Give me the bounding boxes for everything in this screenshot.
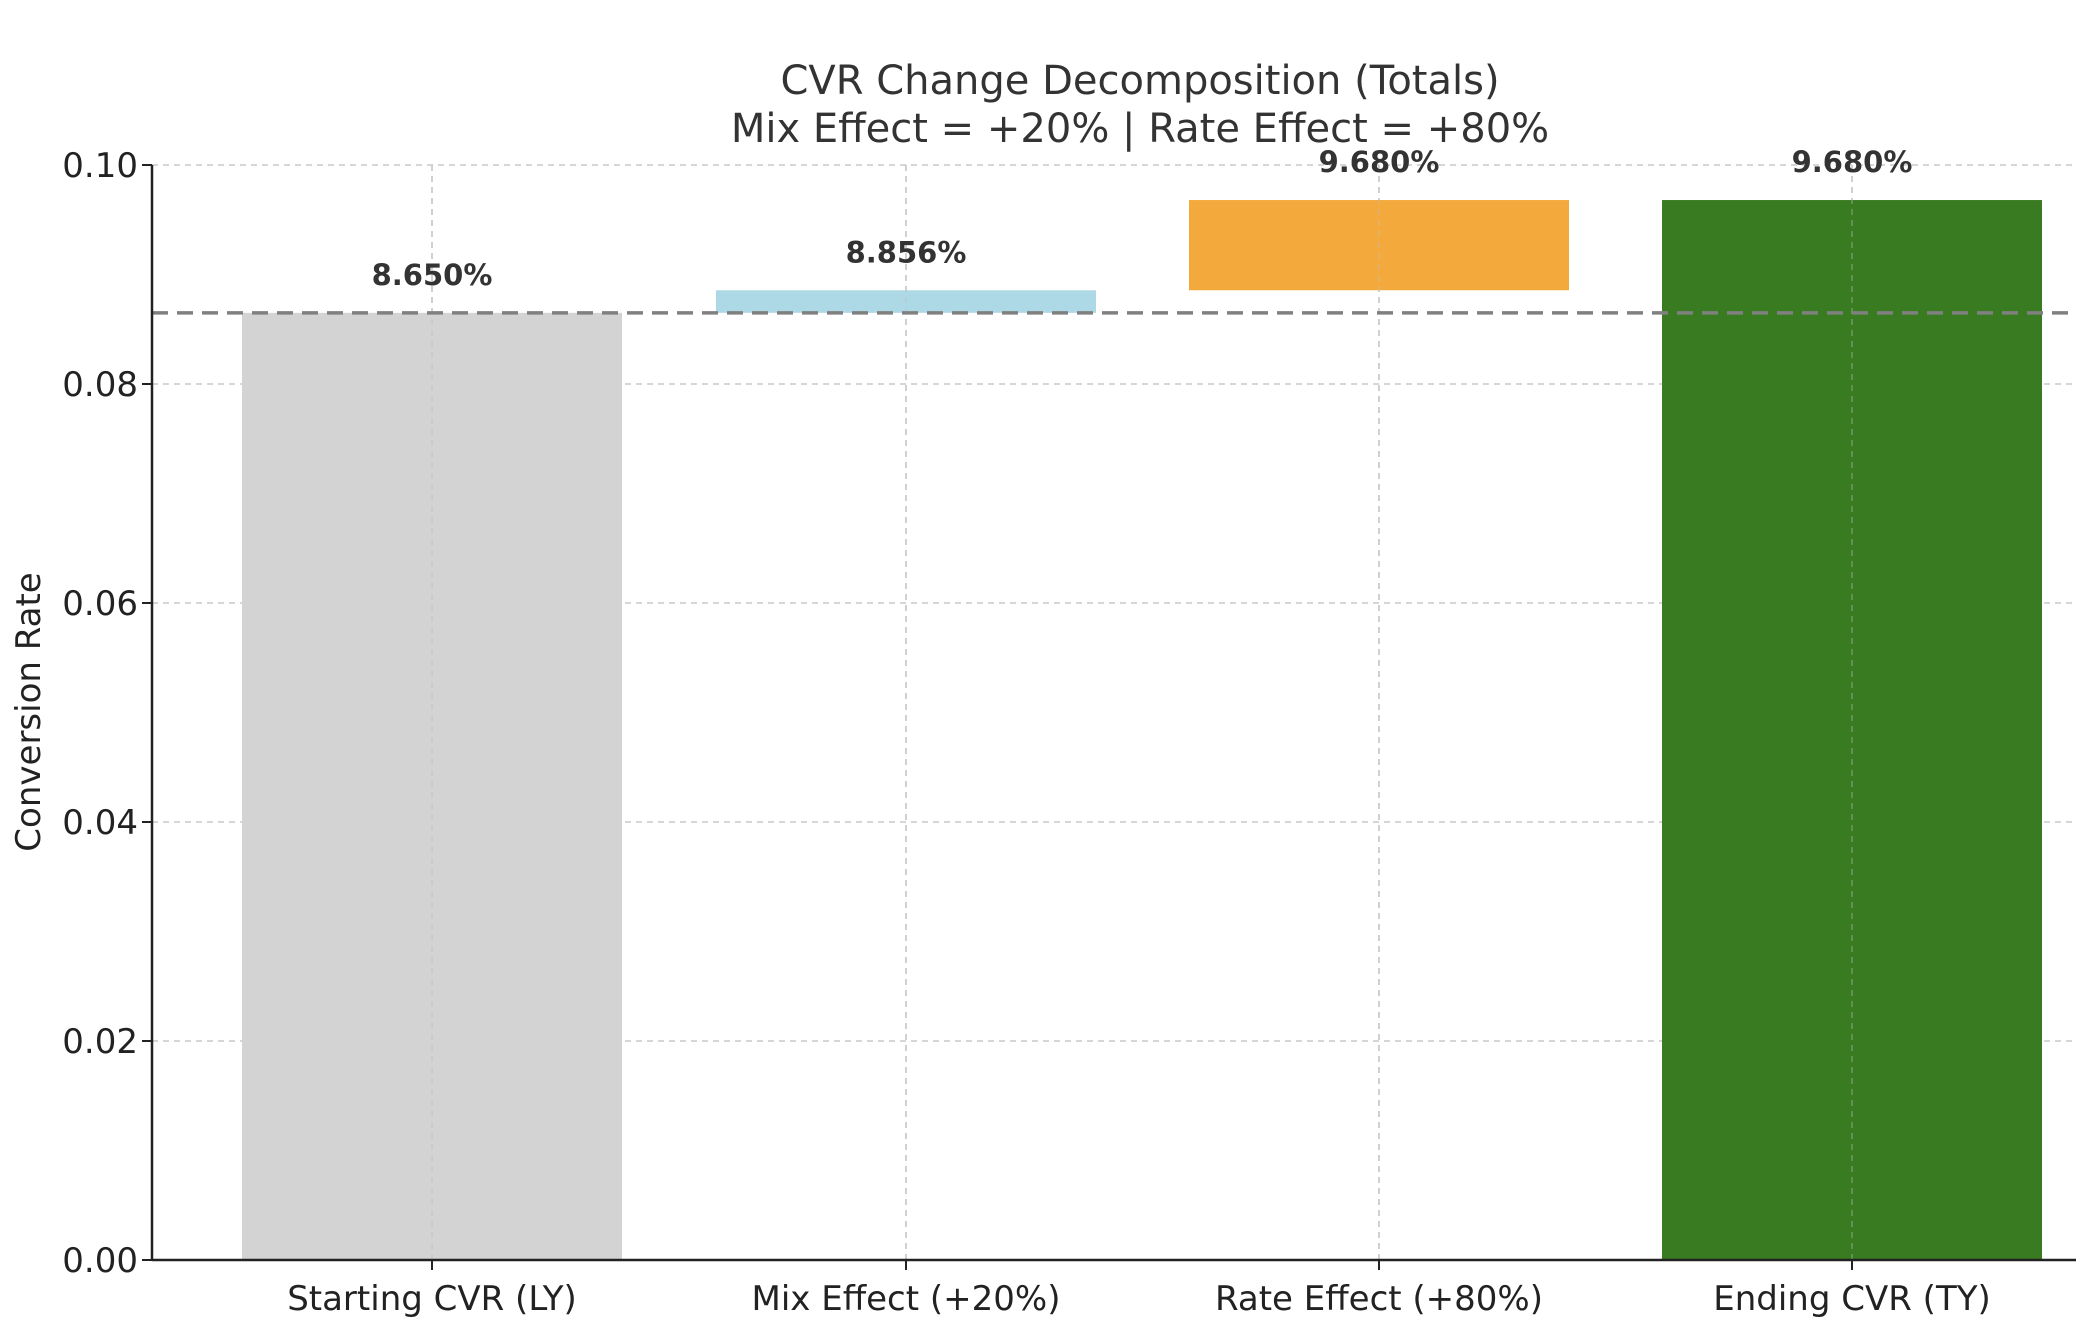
bar-data-label: 8.856% bbox=[846, 235, 967, 269]
bars-layer bbox=[242, 165, 2042, 1260]
y-tick-label: 0.10 bbox=[62, 146, 138, 186]
x-tick-label: Rate Effect (+80%) bbox=[1215, 1279, 1543, 1319]
bar-data-label: 8.650% bbox=[372, 258, 493, 292]
y-tick-label: 0.04 bbox=[62, 803, 138, 843]
y-tick-label: 0.02 bbox=[62, 1022, 138, 1062]
data-labels-layer: 8.650% 8.856% 9.680% 9.680% bbox=[372, 145, 1913, 292]
chart-title: CVR Change Decomposition (Totals) bbox=[780, 58, 1499, 104]
y-tick-label: 0.06 bbox=[62, 584, 138, 624]
x-tick-label: Ending CVR (TY) bbox=[1713, 1279, 1991, 1319]
bar-data-label: 9.680% bbox=[1319, 145, 1440, 179]
x-tick-label: Starting CVR (LY) bbox=[287, 1279, 577, 1319]
axes-layer: 0.00 0.02 0.04 0.06 0.08 0.10 Starting CVR (LY… bbox=[62, 146, 2076, 1319]
y-axis-label: Conversion Rate bbox=[9, 572, 49, 851]
x-tick-label: Mix Effect (+20%) bbox=[752, 1279, 1061, 1319]
y-tick-label: 0.00 bbox=[62, 1241, 138, 1281]
chart-subtitle: Mix Effect = +20% | Rate Effect = +80% bbox=[731, 106, 1549, 152]
y-tick-label: 0.08 bbox=[62, 365, 138, 405]
bar-data-label: 9.680% bbox=[1792, 145, 1913, 179]
